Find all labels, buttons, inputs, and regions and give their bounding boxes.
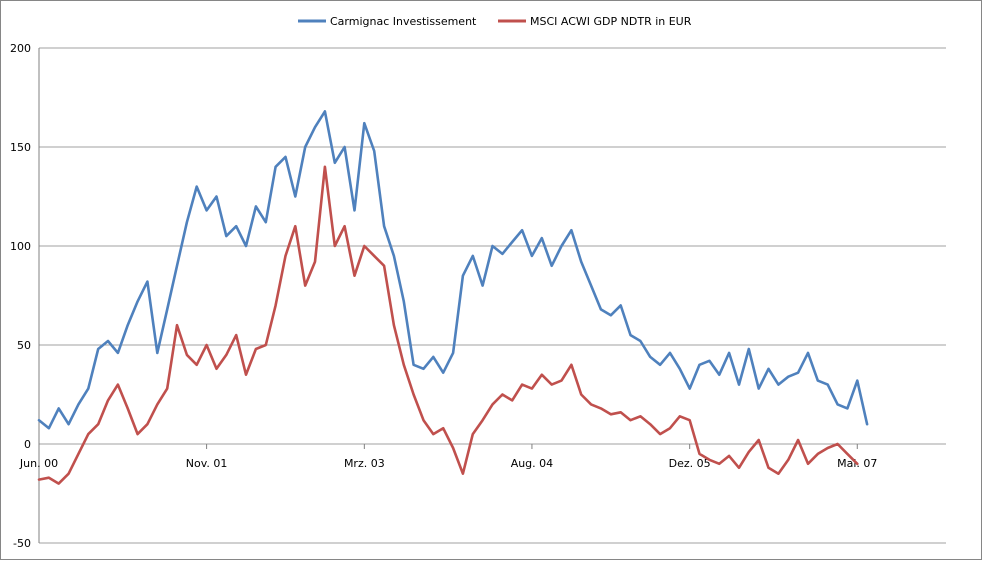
gridlines: [38, 47, 946, 544]
y-tick-label: 200: [10, 42, 31, 55]
y-tick-label: 0: [24, 438, 31, 451]
legend-label: Carmignac Investissement: [330, 15, 477, 28]
legend-label: MSCI ACWI GDP NDTR in EUR: [530, 15, 692, 28]
y-tick-label: 150: [10, 141, 31, 154]
y-tick-label: -50: [13, 537, 31, 550]
y-tick-label: 100: [10, 240, 31, 253]
x-tick-label: Aug. 04: [511, 457, 553, 470]
x-tick-label: Nov. 01: [186, 457, 228, 470]
legend: Carmignac Investissement MSCI ACWI GDP ND…: [298, 15, 692, 28]
x-tick-label: Mrz. 03: [344, 457, 385, 470]
x-tick-label: Jun. 00: [19, 457, 58, 470]
series-lines: [37, 110, 869, 485]
y-tick-label: 50: [17, 339, 31, 352]
series-line-msci: [37, 165, 859, 485]
x-tick-label: Dez. 05: [669, 457, 711, 470]
series-line-carmignac: [37, 110, 869, 430]
y-axis-labels: -50 0 50 100 150 200: [10, 42, 31, 550]
